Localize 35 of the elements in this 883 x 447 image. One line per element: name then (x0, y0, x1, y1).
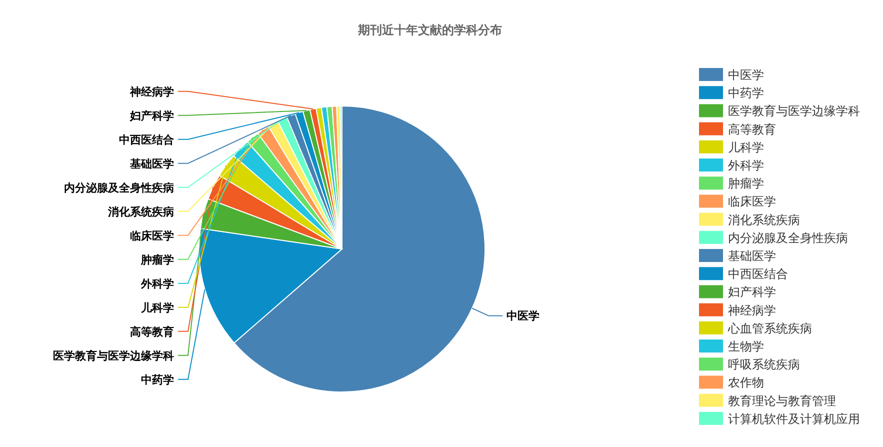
slice-label: 儿科学 (140, 301, 174, 314)
legend-label: 高等教育 (728, 122, 776, 136)
legend-label: 教育理论与教育管理 (728, 394, 836, 408)
slice-label: 基础医学 (129, 157, 174, 170)
slice-label: 妇产科学 (129, 109, 174, 122)
legend-label: 医学教育与医学边缘学科 (728, 104, 860, 118)
legend-label: 心血管系统疾病 (727, 321, 812, 336)
legend-label: 生物学 (728, 340, 764, 354)
slice-label: 医学教育与医学边缘学科 (53, 349, 174, 362)
legend-label: 呼吸系统疾病 (728, 358, 800, 372)
legend-label: 农作物 (728, 376, 764, 390)
slice-label: 高等教育 (130, 325, 174, 338)
slice-label: 中药学 (141, 373, 174, 386)
legend-label: 外科学 (728, 158, 764, 172)
legend-label: 基础医学 (728, 249, 776, 263)
slice-label: 神经病学 (129, 85, 174, 98)
legend-label: 计算机软件及计算机应用 (728, 412, 860, 426)
legend-label: 临床医学 (728, 194, 776, 209)
slice-label: 内分泌腺及全身性疾病 (64, 181, 174, 194)
slice-label: 中西医结合 (119, 133, 175, 146)
legend-label: 中西医结合 (728, 267, 788, 282)
slice-label: 消化系统疾病 (107, 205, 174, 218)
slice-label: 临床医学 (130, 229, 174, 242)
legend-label: 妇产科学 (728, 285, 776, 300)
legend-label: 肿瘤学 (728, 176, 764, 191)
chart-title: 期刊近十年文献的学科分布 (357, 23, 502, 37)
slice-label: 外科学 (140, 277, 174, 290)
legend-label: 儿科学 (728, 140, 764, 154)
slice-label: 中医学 (506, 310, 540, 323)
legend-label: 中医学 (728, 68, 764, 82)
legend-label: 内分泌腺及全身性疾病 (728, 230, 848, 245)
legend-label: 中药学 (728, 86, 764, 100)
legend-label: 神经病学 (728, 303, 776, 318)
legend-label: 消化系统疾病 (728, 212, 800, 227)
slice-label: 肿瘤学 (140, 253, 174, 266)
